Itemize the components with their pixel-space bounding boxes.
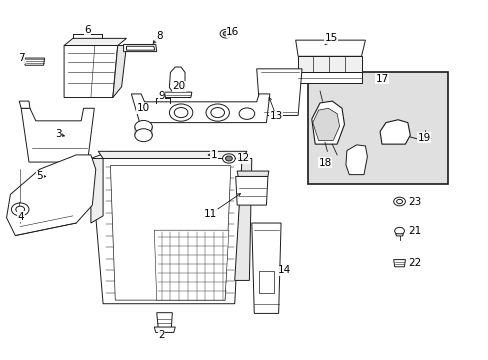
Polygon shape <box>164 92 191 98</box>
Polygon shape <box>298 72 361 83</box>
Circle shape <box>220 30 231 38</box>
Polygon shape <box>256 69 302 116</box>
Text: 6: 6 <box>84 25 91 35</box>
Circle shape <box>135 129 152 141</box>
Circle shape <box>205 104 229 121</box>
Polygon shape <box>379 120 409 144</box>
Circle shape <box>394 227 404 234</box>
Polygon shape <box>169 67 184 96</box>
Text: 22: 22 <box>407 258 421 268</box>
Polygon shape <box>24 58 44 65</box>
Polygon shape <box>298 56 361 72</box>
Polygon shape <box>21 108 94 162</box>
Text: 1: 1 <box>210 150 217 160</box>
Circle shape <box>16 206 24 213</box>
Circle shape <box>393 197 405 206</box>
Polygon shape <box>393 260 405 267</box>
Text: 13: 13 <box>269 111 282 121</box>
Polygon shape <box>395 234 403 236</box>
Circle shape <box>223 32 228 36</box>
Circle shape <box>239 108 254 120</box>
Polygon shape <box>157 313 172 328</box>
Polygon shape <box>110 166 230 300</box>
Polygon shape <box>6 155 96 235</box>
Polygon shape <box>64 45 118 98</box>
Polygon shape <box>113 45 126 98</box>
Text: 19: 19 <box>416 133 430 143</box>
Text: 7: 7 <box>18 53 24 63</box>
Polygon shape <box>311 101 344 144</box>
Text: 15: 15 <box>324 33 337 43</box>
Polygon shape <box>154 230 228 300</box>
Text: 8: 8 <box>156 31 162 41</box>
Text: 16: 16 <box>226 27 239 37</box>
Text: 18: 18 <box>318 158 331 168</box>
Text: 9: 9 <box>158 91 164 101</box>
Polygon shape <box>98 151 246 158</box>
Bar <box>307 72 447 184</box>
Polygon shape <box>131 94 269 123</box>
Circle shape <box>11 203 29 216</box>
Circle shape <box>174 108 187 118</box>
Polygon shape <box>234 158 251 280</box>
Polygon shape <box>123 44 157 51</box>
Text: 20: 20 <box>172 81 185 91</box>
Circle shape <box>169 104 192 121</box>
Polygon shape <box>345 145 366 175</box>
Polygon shape <box>19 101 30 108</box>
Circle shape <box>222 154 235 163</box>
Text: 2: 2 <box>158 330 164 340</box>
Text: 21: 21 <box>407 226 421 236</box>
Text: 10: 10 <box>137 103 150 113</box>
Text: 14: 14 <box>277 265 290 275</box>
Bar <box>259 271 273 293</box>
Polygon shape <box>126 46 155 50</box>
Text: 4: 4 <box>18 212 24 221</box>
Polygon shape <box>312 108 339 140</box>
Polygon shape <box>237 171 268 176</box>
Text: 23: 23 <box>407 197 421 207</box>
Polygon shape <box>154 327 175 332</box>
Polygon shape <box>235 176 267 205</box>
Circle shape <box>225 156 232 161</box>
Text: 11: 11 <box>203 209 217 219</box>
Polygon shape <box>64 39 126 45</box>
Circle shape <box>210 108 224 118</box>
Circle shape <box>135 121 152 134</box>
Text: 3: 3 <box>55 129 61 139</box>
Polygon shape <box>251 223 281 314</box>
Text: 17: 17 <box>375 74 388 84</box>
Polygon shape <box>91 152 242 304</box>
Polygon shape <box>91 158 103 223</box>
Text: 12: 12 <box>236 153 249 163</box>
Circle shape <box>396 199 402 204</box>
Polygon shape <box>295 40 365 56</box>
Text: 5: 5 <box>36 171 43 181</box>
